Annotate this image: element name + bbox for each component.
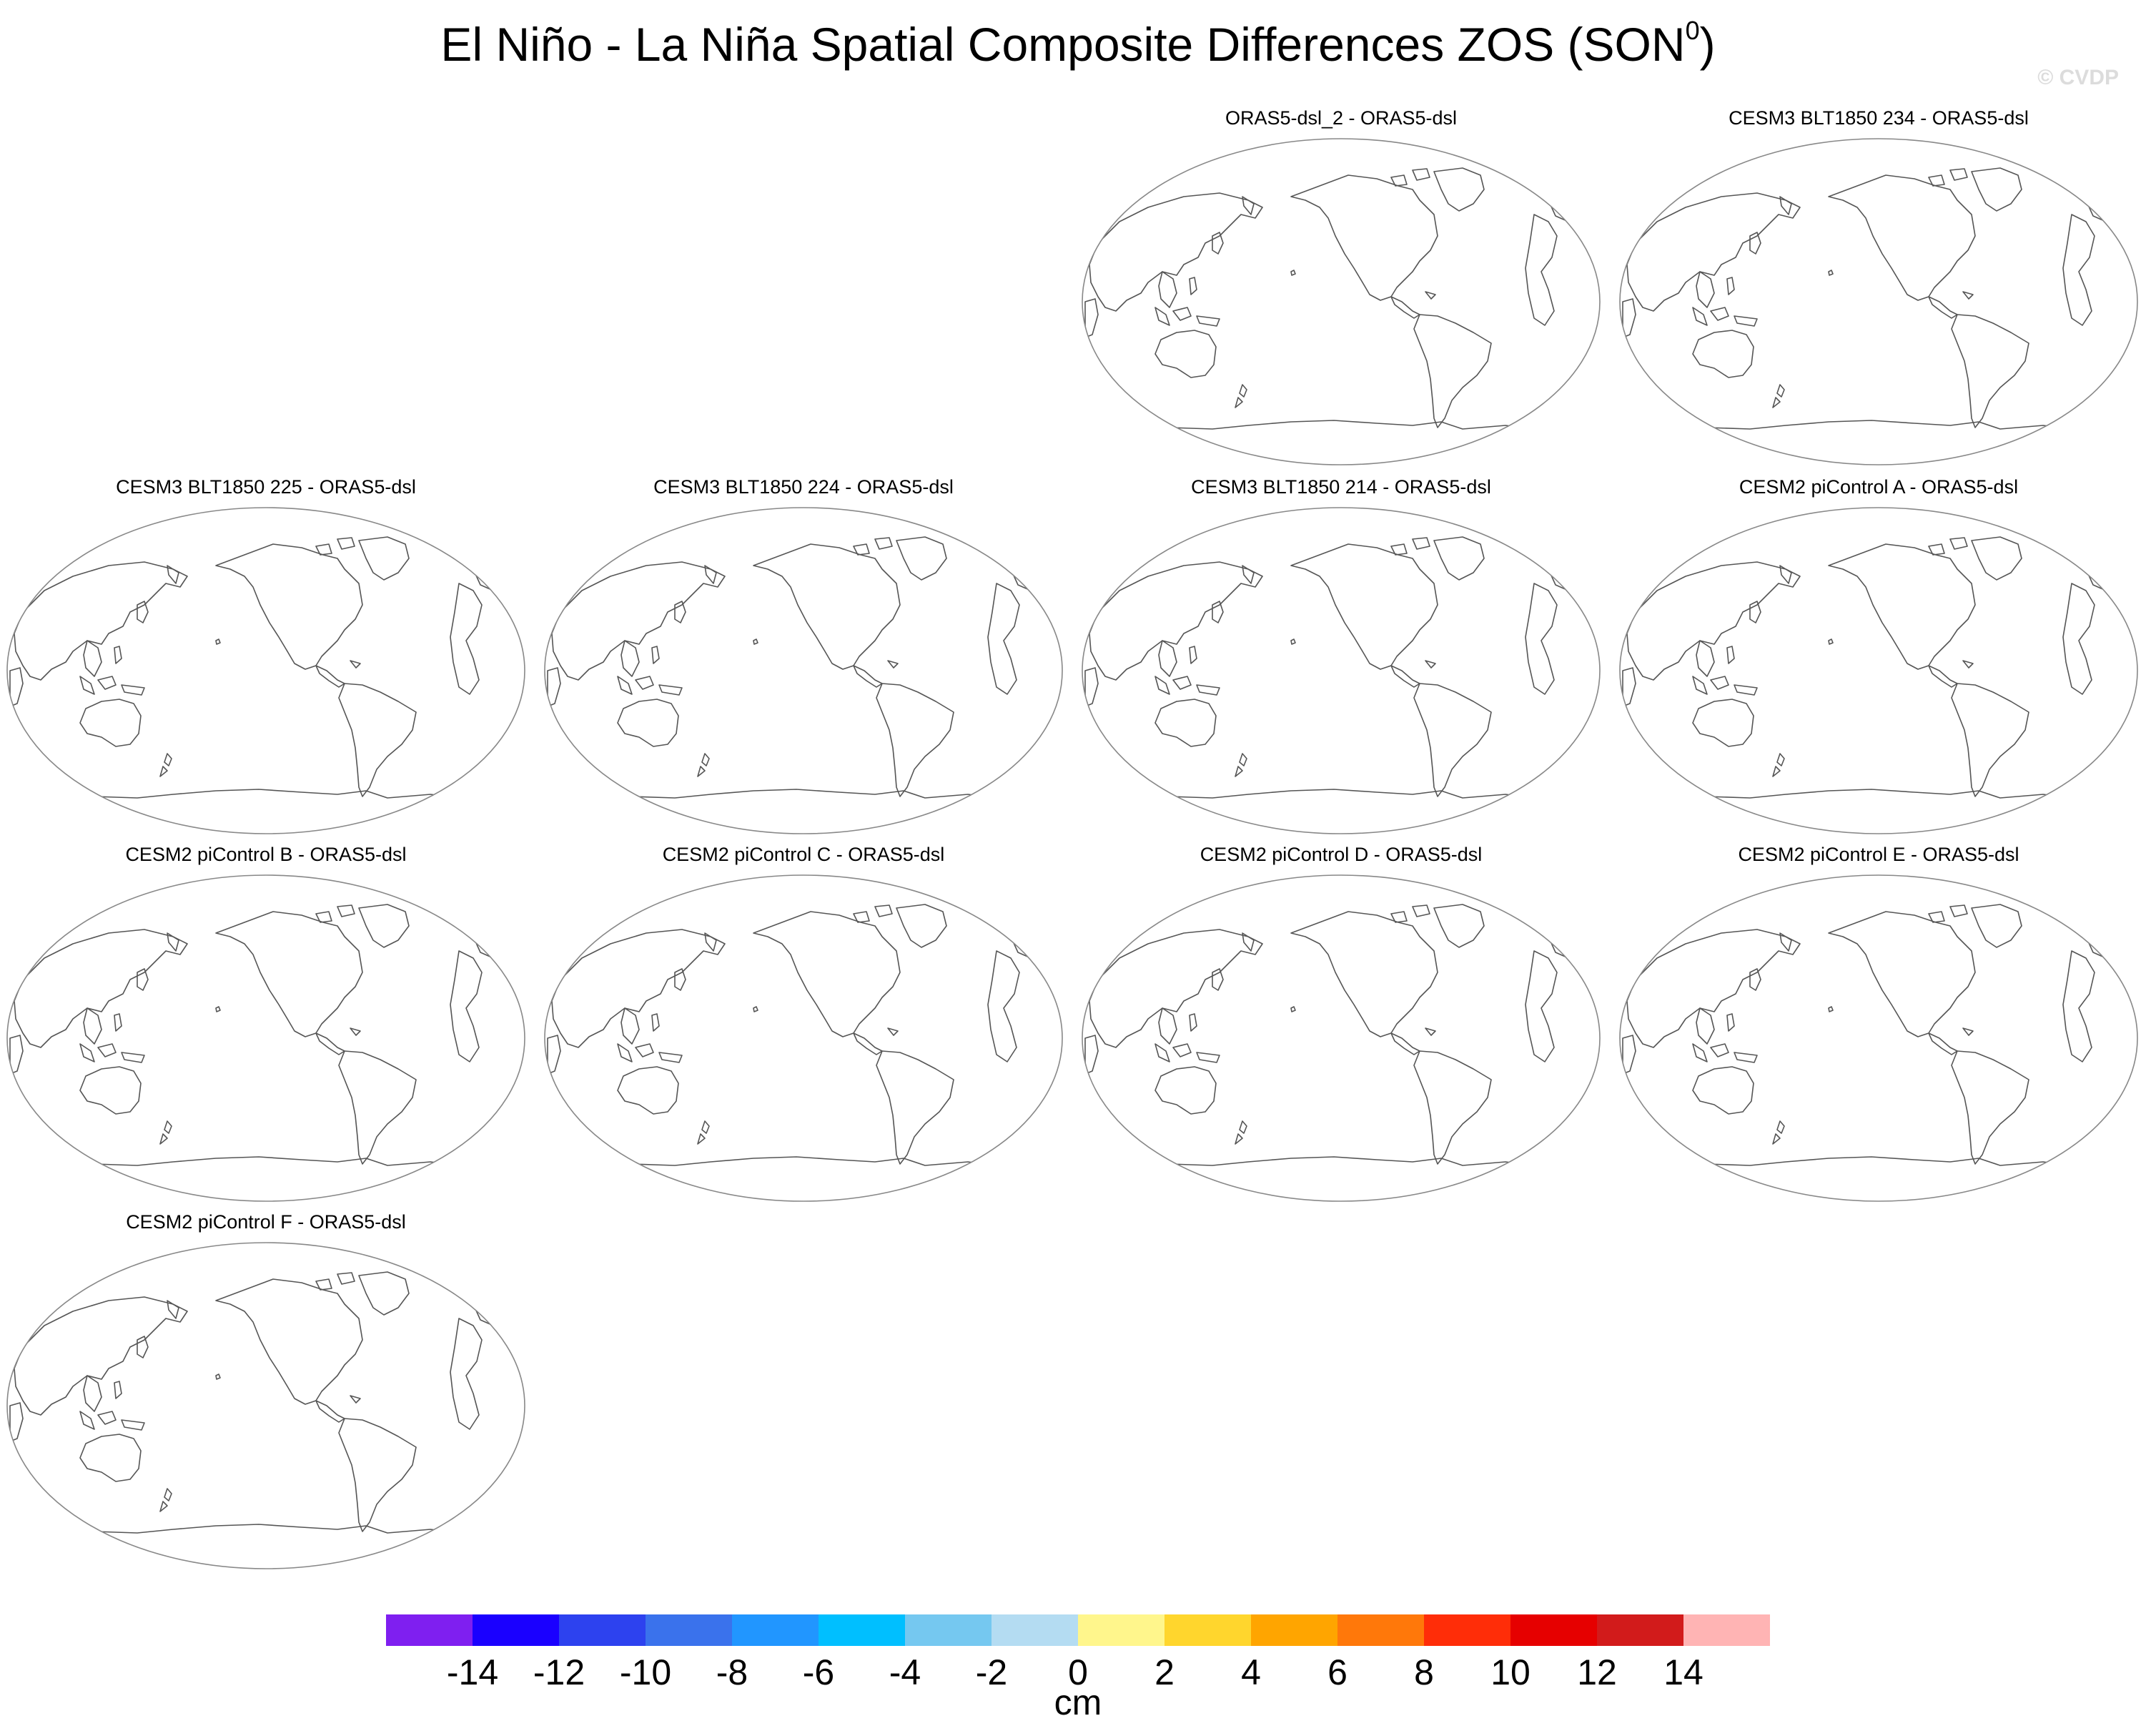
map-panel: CESM2 piControl B - ORAS5-dsl — [1, 844, 530, 1208]
panel-title: CESM2 piControl B - ORAS5-dsl — [125, 844, 407, 865]
colorbar-tick-label: 8 — [1414, 1652, 1434, 1692]
map-border — [6, 507, 525, 834]
map-border — [1082, 507, 1601, 834]
colorbar-box — [1337, 1614, 1424, 1646]
colorbar-box — [559, 1614, 646, 1646]
map-panel: CESM3 BLT1850 224 - ORAS5-dsl — [539, 476, 1068, 841]
panel-title: CESM2 piControl E - ORAS5-dsl — [1738, 844, 2019, 865]
map-panel: CESM3 BLT1850 214 - ORAS5-dsl — [1077, 476, 1606, 841]
map-border — [1619, 874, 2138, 1202]
colorbar-tick-label: 10 — [1490, 1652, 1531, 1692]
colorbar-box — [905, 1614, 992, 1646]
colorbar-box — [992, 1614, 1078, 1646]
coastlines — [1622, 536, 2115, 834]
colorbar-tick-label: -14 — [446, 1652, 499, 1692]
colorbar-box — [732, 1614, 819, 1646]
map-border — [6, 874, 525, 1202]
world-map — [544, 874, 1063, 1202]
colorbar-tick-label: 0 — [1068, 1652, 1088, 1692]
panel-title: CESM2 piControl C - ORAS5-dsl — [662, 844, 945, 865]
map-panel: CESM3 BLT1850 225 - ORAS5-dsl — [1, 476, 530, 841]
map-panel: CESM2 piControl D - ORAS5-dsl — [1077, 844, 1606, 1208]
panel-title: CESM3 BLT1850 224 - ORAS5-dsl — [653, 476, 954, 498]
coastlines — [1084, 904, 1578, 1201]
world-map — [6, 1242, 525, 1569]
colorbar-box — [1597, 1614, 1683, 1646]
colorbar-tick-label: -6 — [802, 1652, 835, 1692]
panel-title: CESM3 BLT1850 234 - ORAS5-dsl — [1729, 107, 2029, 129]
figure-title-close: ) — [1699, 18, 1716, 71]
colorbar-box — [1164, 1614, 1251, 1646]
colorbar-tick-label: -10 — [619, 1652, 672, 1692]
world-map — [1619, 507, 2138, 834]
panel-title: CESM2 piControl A - ORAS5-dsl — [1739, 476, 2019, 498]
world-map — [1082, 138, 1601, 465]
colorbar-box — [1251, 1614, 1337, 1646]
world-map — [1619, 874, 2138, 1202]
colorbar-box — [1078, 1614, 1164, 1646]
panel-title: CESM2 piControl D - ORAS5-dsl — [1200, 844, 1483, 865]
world-map — [6, 507, 525, 834]
cvdp-watermark: © CVDP — [2037, 66, 2119, 89]
panel-title: CESM3 BLT1850 214 - ORAS5-dsl — [1191, 476, 1491, 498]
map-border — [544, 874, 1063, 1202]
panel-title: ORAS5-dsl_2 - ORAS5-dsl — [1225, 107, 1458, 129]
colorbar-box — [819, 1614, 905, 1646]
colorbar-box — [1683, 1614, 1770, 1646]
coastlines — [9, 536, 503, 834]
coastlines — [1622, 904, 2115, 1201]
colorbar-tick-label: -12 — [533, 1652, 585, 1692]
colorbar-tick-label: 4 — [1241, 1652, 1261, 1692]
colorbar-tick-label: -4 — [889, 1652, 921, 1692]
world-map — [1619, 138, 2138, 465]
map-border — [1619, 507, 2138, 834]
coastlines — [547, 536, 1040, 834]
coastlines — [9, 904, 503, 1201]
colorbar-tick-label: 14 — [1663, 1652, 1703, 1692]
world-map — [6, 874, 525, 1202]
map-border — [1082, 138, 1601, 465]
colorbar-tick-label: 2 — [1154, 1652, 1175, 1692]
coastlines — [1622, 167, 2115, 465]
coastlines — [1084, 536, 1578, 834]
colorbar-tick-label: 12 — [1577, 1652, 1617, 1692]
coastlines — [1084, 167, 1578, 465]
colorbar-box — [386, 1614, 473, 1646]
colorbar-box — [1510, 1614, 1597, 1646]
map-panel: CESM2 piControl E - ORAS5-dsl — [1614, 844, 2143, 1208]
figure-title-superscript: 0 — [1685, 16, 1700, 45]
map-panel: CESM2 piControl F - ORAS5-dsl — [1, 1211, 530, 1576]
colorbar-box — [1424, 1614, 1510, 1646]
panel-title: CESM2 piControl F - ORAS5-dsl — [126, 1211, 406, 1233]
map-border — [1082, 874, 1601, 1202]
coastlines — [9, 1271, 503, 1569]
world-map — [544, 507, 1063, 834]
coastlines — [547, 904, 1040, 1201]
map-border — [1619, 138, 2138, 465]
colorbar-box — [473, 1614, 559, 1646]
colorbar — [386, 1614, 1770, 1646]
colorbar-tick-label: -2 — [975, 1652, 1008, 1692]
map-panel: ORAS5-dsl_2 - ORAS5-dsl — [1077, 107, 1606, 472]
colorbar-box — [646, 1614, 732, 1646]
map-panel: CESM3 BLT1850 234 - ORAS5-dsl — [1614, 107, 2143, 472]
map-panel: CESM2 piControl A - ORAS5-dsl — [1614, 476, 2143, 841]
map-panel: CESM2 piControl C - ORAS5-dsl — [539, 844, 1068, 1208]
colorbar-tick-label: -8 — [716, 1652, 748, 1692]
world-map — [1082, 874, 1601, 1202]
panel-title: CESM3 BLT1850 225 - ORAS5-dsl — [116, 476, 416, 498]
figure-title-text: El Niño - La Niña Spatial Composite Diff… — [440, 18, 1686, 71]
map-border — [544, 507, 1063, 834]
colorbar-units-label: cm — [1054, 1682, 1102, 1722]
map-border — [6, 1242, 525, 1569]
colorbar-tick-label: 6 — [1327, 1652, 1348, 1692]
figure-title: El Niño - La Niña Spatial Composite Diff… — [0, 17, 2156, 71]
world-map — [1082, 507, 1601, 834]
